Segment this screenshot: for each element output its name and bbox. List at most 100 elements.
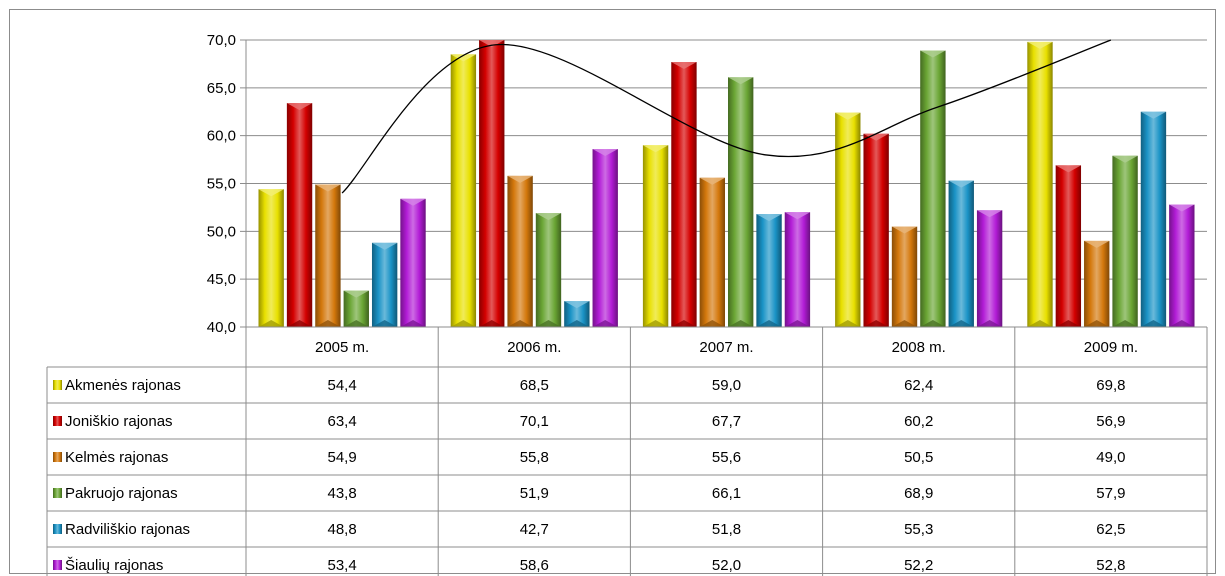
y-tick-label: 50,0 bbox=[207, 223, 236, 240]
table-cell-value: 55,6 bbox=[712, 449, 741, 466]
bar-cap bbox=[835, 112, 861, 120]
bar-base bbox=[1112, 320, 1138, 327]
table-cell-value: 60,2 bbox=[904, 413, 933, 430]
y-tick-label: 40,0 bbox=[207, 319, 236, 336]
bar bbox=[642, 145, 669, 327]
bar-base bbox=[976, 320, 1003, 327]
bar bbox=[450, 54, 477, 327]
table-cell-value: 68,9 bbox=[904, 485, 933, 502]
bar-cap bbox=[564, 301, 590, 309]
bar bbox=[976, 210, 1003, 327]
bar-base bbox=[671, 320, 697, 327]
bar bbox=[1140, 111, 1167, 327]
bar-base bbox=[642, 320, 669, 327]
bar bbox=[258, 189, 284, 327]
table-cell-value: 43,8 bbox=[327, 485, 356, 502]
bar-cap bbox=[699, 177, 726, 185]
table-cell-value: 48,8 bbox=[327, 521, 356, 538]
bar-cap bbox=[891, 226, 918, 234]
table-cell-value: 53,4 bbox=[327, 557, 356, 574]
bar-cap bbox=[450, 54, 477, 62]
bar-base bbox=[699, 320, 726, 327]
trend-curve bbox=[341, 39, 1112, 194]
table-cell-value: 70,1 bbox=[520, 413, 549, 430]
bar-cap bbox=[1169, 204, 1195, 212]
legend-label: Radviliškio rajonas bbox=[65, 521, 190, 538]
bar-base bbox=[507, 320, 533, 327]
bar bbox=[948, 180, 974, 327]
bar-cap bbox=[343, 290, 369, 298]
bar-cap bbox=[1027, 41, 1053, 49]
legend-label: Joniškio rajonas bbox=[65, 413, 173, 430]
bar bbox=[728, 77, 754, 327]
table-cell-value: 54,4 bbox=[327, 377, 356, 394]
table-cell-value: 51,8 bbox=[712, 521, 741, 538]
bar bbox=[1055, 165, 1082, 327]
bar-base bbox=[891, 320, 918, 327]
bar bbox=[920, 50, 946, 327]
legend-key bbox=[53, 380, 62, 390]
bar-cap bbox=[948, 180, 974, 188]
table-cell-value: 62,5 bbox=[1096, 521, 1125, 538]
table-cell-value: 58,6 bbox=[520, 557, 549, 574]
table-cell-value: 42,7 bbox=[520, 521, 549, 538]
bar-cap bbox=[286, 103, 313, 111]
legend-key bbox=[53, 452, 62, 462]
bar-cap bbox=[728, 77, 754, 85]
bar-cap bbox=[920, 50, 946, 58]
x-tick-label: 2008 m. bbox=[892, 339, 946, 356]
bar-cap bbox=[1112, 155, 1138, 163]
table-cell-value: 66,1 bbox=[712, 485, 741, 502]
y-tick-label: 70,0 bbox=[207, 32, 236, 49]
x-tick-label: 2005 m. bbox=[315, 339, 369, 356]
table-cell-value: 55,8 bbox=[520, 449, 549, 466]
table-cell-value: 55,3 bbox=[904, 521, 933, 538]
bar-cap bbox=[1084, 240, 1110, 248]
bar bbox=[479, 40, 505, 327]
legend-key bbox=[53, 488, 62, 498]
x-tick-label: 2006 m. bbox=[507, 339, 561, 356]
legend-label: Akmenės rajonas bbox=[65, 377, 181, 394]
bar-base bbox=[1055, 320, 1082, 327]
bar-cap bbox=[479, 40, 505, 47]
table-cell-value: 62,4 bbox=[904, 377, 933, 394]
table-cell-value: 52,8 bbox=[1096, 557, 1125, 574]
y-tick-label: 65,0 bbox=[207, 80, 236, 97]
bars bbox=[258, 40, 1195, 328]
table-cell-value: 67,7 bbox=[712, 413, 741, 430]
bar-base bbox=[1140, 320, 1167, 327]
table-cell-value: 52,0 bbox=[712, 557, 741, 574]
bar bbox=[507, 175, 533, 327]
bar-base bbox=[1027, 320, 1053, 327]
table-cell-value: 54,9 bbox=[327, 449, 356, 466]
bar-cap bbox=[592, 149, 618, 157]
bar bbox=[756, 214, 782, 327]
bar-cap bbox=[1055, 165, 1082, 173]
y-tick-label: 55,0 bbox=[207, 176, 236, 193]
legend-label: Kelmės rajonas bbox=[65, 449, 168, 466]
table-cell-value: 68,5 bbox=[520, 377, 549, 394]
bar-cap bbox=[863, 133, 889, 141]
bar-base bbox=[1169, 320, 1195, 327]
table-cell-value: 59,0 bbox=[712, 377, 741, 394]
bar bbox=[784, 212, 811, 327]
table-cell-value: 56,9 bbox=[1096, 413, 1125, 430]
bar-base bbox=[371, 320, 398, 327]
bar-cap bbox=[642, 145, 669, 153]
legend-key bbox=[53, 560, 62, 570]
bar bbox=[1112, 155, 1138, 327]
bar bbox=[1027, 41, 1053, 328]
bar-cap bbox=[671, 62, 697, 70]
table-cell-value: 57,9 bbox=[1096, 485, 1125, 502]
bar-cap bbox=[315, 184, 341, 192]
bar-cap bbox=[976, 210, 1003, 218]
bar-base bbox=[343, 320, 369, 327]
table-cell-value: 49,0 bbox=[1096, 449, 1125, 466]
legend-label: Pakruojo rajonas bbox=[65, 485, 178, 502]
bar-base bbox=[784, 320, 811, 327]
bar bbox=[592, 149, 618, 327]
bar-base bbox=[1084, 320, 1110, 327]
bar-base bbox=[286, 320, 313, 327]
bar bbox=[699, 177, 725, 327]
